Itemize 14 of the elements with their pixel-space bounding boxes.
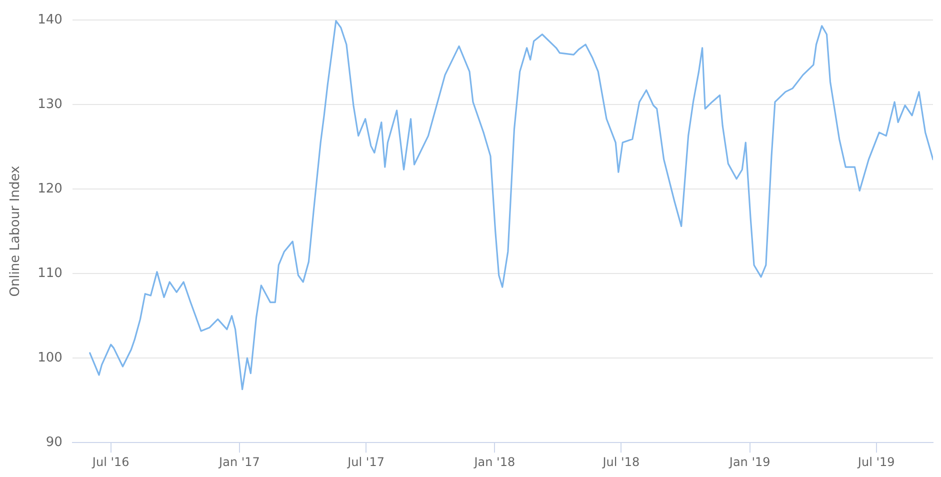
y-tick-label: 90 <box>46 434 62 450</box>
y-axis-title: Online Labour Index <box>8 166 24 297</box>
y-tick-label: 130 <box>38 96 62 112</box>
x-tick-label: Jan '19 <box>728 454 770 469</box>
x-tick-label: Jul '17 <box>346 454 384 469</box>
x-tick-label: Jan '17 <box>218 454 260 469</box>
y-tick-label: 140 <box>38 12 62 28</box>
x-tick-label: Jul '16 <box>91 454 130 469</box>
x-tick-label: Jul '18 <box>602 454 640 469</box>
y-tick-label: 120 <box>38 181 62 196</box>
x-tick-label: Jul '19 <box>856 454 895 469</box>
x-tick-label: Jan '18 <box>473 454 516 469</box>
y-tick-label: 110 <box>38 266 62 281</box>
y-tick-label: 100 <box>38 350 62 366</box>
